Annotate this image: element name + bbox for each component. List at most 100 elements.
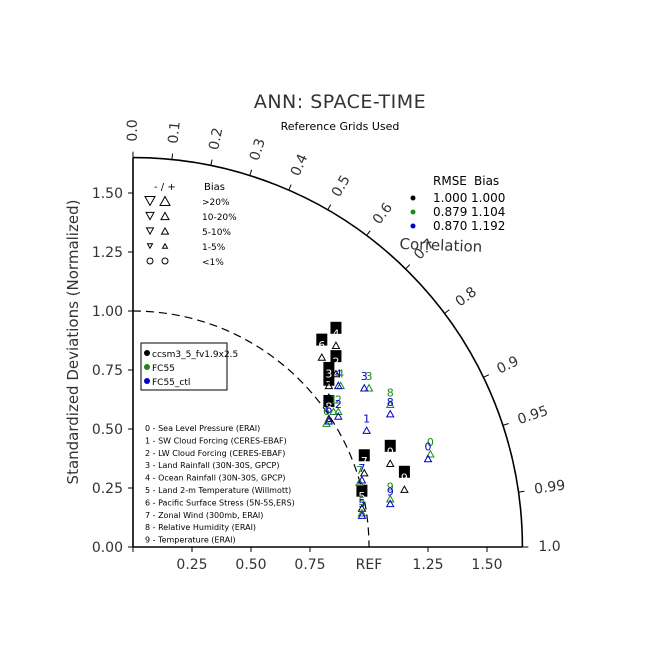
bias-legend-header: Bias <box>204 182 225 193</box>
corr-tick-mark <box>249 169 253 176</box>
rmse-value: 1.000 <box>433 191 467 205</box>
point-id-label: 0 <box>387 445 394 458</box>
point-id-label: 7 <box>361 455 368 468</box>
case-legend-marker <box>144 378 150 384</box>
data-point-marker <box>322 419 331 427</box>
variable-legend-item: 8 - Relative Humidity (ERAI) <box>145 523 256 532</box>
chart-title: ANN: SPACE-TIME <box>254 91 426 113</box>
variable-legend-item: 7 - Zonal Wind (300mb, ERAI) <box>145 511 263 520</box>
point-id-label: 6 <box>325 403 332 416</box>
point-id-label: 9 <box>387 485 394 498</box>
y-tick-label: 0.00 <box>92 540 123 556</box>
corr-tick-label: 0.6 <box>370 200 396 227</box>
data-point-marker <box>385 459 395 467</box>
variable-legend-item: 6 - Pacific Surface Stress (5N-5S,ERS) <box>145 498 295 507</box>
y-tick-label: 1.25 <box>92 245 123 261</box>
variable-legend-item: 9 - Temperature (ERAI) <box>145 536 236 545</box>
corr-tick-mark <box>444 309 450 314</box>
data-point-marker <box>400 485 409 493</box>
variable-legend-item: 1 - SW Cloud Forcing (CERES-EBAF) <box>145 436 287 445</box>
data-point-marker <box>357 511 367 519</box>
bias-legend-symbol-minus <box>145 227 155 236</box>
x-tick-label: 1.50 <box>471 557 502 573</box>
point-id-label: 4 <box>335 367 342 380</box>
y-axis-label: Standardized Deviations (Normalized) <box>64 200 82 485</box>
correlation-arc <box>132 156 524 548</box>
data-point-marker <box>385 494 395 503</box>
corr-tick-mark <box>502 423 509 426</box>
variable-legend-item: 2 - LW Cloud Forcing (CERES-EBAF) <box>145 449 285 458</box>
point-id-label: 9 <box>387 481 394 494</box>
point-id-label: 6 <box>323 405 330 418</box>
point-label-box <box>316 333 328 346</box>
bias-legend-symbol-plus <box>160 226 170 235</box>
point-id-label: 1 <box>325 379 332 392</box>
rmse-header: RMSE <box>433 174 467 188</box>
case-legend-label: ccsm3_5_fv1.9x2.5 <box>152 350 238 360</box>
y-tick-label: 0.50 <box>92 422 123 438</box>
corr-tick-mark <box>405 264 411 270</box>
rmse-row-marker <box>410 195 416 201</box>
data-point-marker <box>333 411 343 420</box>
rmse-value: 0.879 <box>433 205 467 219</box>
data-point-marker <box>333 407 343 416</box>
point-label-box <box>384 439 396 452</box>
rmse-bias-value: 1.104 <box>471 205 505 219</box>
point-id-label: 0 <box>427 436 434 449</box>
point-id-label: 9 <box>401 471 408 484</box>
point-label-box <box>330 350 342 363</box>
corr-tick-label: 0.0 <box>125 119 141 141</box>
point-id-label: 7 <box>358 462 365 475</box>
case-legend-marker <box>144 364 150 370</box>
bias-legend-symbol-minus <box>146 257 154 265</box>
variable-legend-item: 0 - Sea Level Pressure (ERAI) <box>145 424 260 433</box>
corr-tick-label: 0.2 <box>206 126 226 151</box>
x-tick-label: 1.25 <box>412 557 443 573</box>
data-point-marker <box>355 478 364 486</box>
point-label-box <box>358 449 370 462</box>
variable-legend-item: 4 - Ocean Rainfall (30N-30S, GPCP) <box>145 474 286 483</box>
point-label-box <box>398 465 410 478</box>
variable-legend-item: 3 - Land Rainfall (30N-30S, GPCP) <box>145 461 279 470</box>
case-legend: ccsm3_5_fv1.9x2.5 FC55 FC55_ctl <box>140 342 238 391</box>
corr-tick-mark <box>327 204 332 211</box>
data-point-marker <box>359 383 369 392</box>
corr-tick-label: 0.4 <box>288 152 312 179</box>
point-label-box <box>323 394 335 407</box>
case-legend-label: FC55_ctl <box>152 378 190 388</box>
point-label-box <box>323 361 335 374</box>
corr-tick-label: 0.1 <box>166 121 184 145</box>
x-tick-label: 0.25 <box>176 557 207 573</box>
corr-tick-mark <box>366 230 371 236</box>
bias-legend-symbol-plus <box>159 195 171 206</box>
bias-legend-range: 1-5% <box>202 243 226 253</box>
rmse-bias-header: Bias <box>474 174 499 188</box>
corr-tick-label: 0.99 <box>533 477 566 497</box>
point-id-label: 4 <box>337 367 344 380</box>
corr-tick-label: 0.9 <box>494 353 521 377</box>
corr-tick-mark <box>171 153 174 160</box>
data-point-marker <box>324 381 334 390</box>
x-tick-label: 0.50 <box>235 557 266 573</box>
rmse-bias-value: 1.000 <box>471 191 505 205</box>
chart-subtitle: Reference Grids Used <box>281 120 400 133</box>
arc-label: Correlation <box>399 235 482 256</box>
rmse-row-marker <box>410 209 416 215</box>
ticks-group: 0.25 0.50 0.75 1.25 1.500.000.250.500.751.00… <box>92 119 567 573</box>
y-tick-label: 0.25 <box>92 481 123 497</box>
data-point-marker <box>317 352 327 361</box>
point-id-label: 5 <box>358 497 365 510</box>
bias-legend-signs: - / + <box>154 182 176 193</box>
data-point-marker <box>423 454 433 463</box>
point-id-label: 8 <box>325 400 332 413</box>
point-id-label: 8 <box>387 396 394 409</box>
corr-tick-label: 1.0 <box>538 539 560 555</box>
point-id-label: 5 <box>358 495 365 508</box>
point-id-label: 8 <box>387 386 394 399</box>
bias-legend-range: <1% <box>202 258 224 268</box>
corr-tick-label: 0.95 <box>516 403 551 428</box>
case-legend-label: FC55 <box>152 364 175 374</box>
axes-group <box>132 156 524 548</box>
